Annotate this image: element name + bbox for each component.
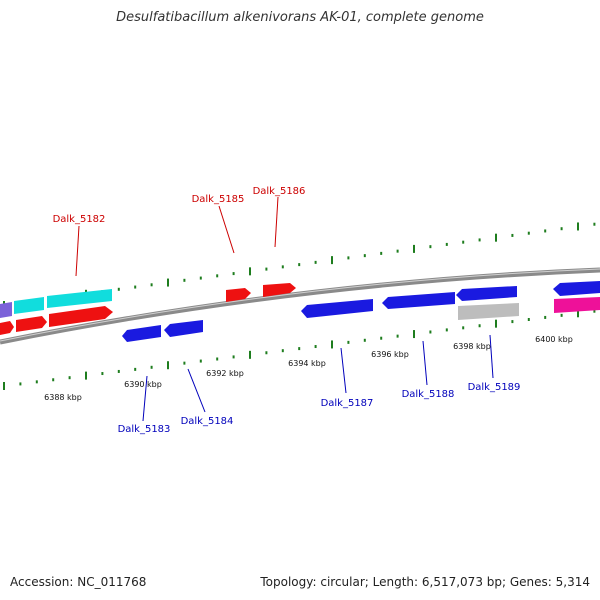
gene-arrow-blue[interactable] [382, 292, 455, 309]
scale-label-6400: 6400 kbp [535, 335, 573, 344]
gene-label-Dalk_5184[interactable]: Dalk_5184 [181, 368, 234, 427]
gene-arrow-blue[interactable] [553, 281, 600, 296]
scale-label-6394: 6394 kbp [288, 359, 326, 368]
genome-title: Desulfatibacillum alkenivorans AK-01, co… [116, 10, 484, 25]
gene-arrow-cyan[interactable] [47, 289, 112, 308]
gene-arrow-blue[interactable] [122, 325, 161, 342]
gene-label-text: Dalk_5182 [53, 214, 106, 225]
gene-label-Dalk_5185[interactable]: Dalk_5185 [192, 194, 245, 254]
scale-label-6388: 6388 kbp [44, 393, 82, 402]
gene-arrow-grey[interactable] [458, 303, 519, 320]
gene-label-Dalk_5187[interactable]: Dalk_5187 [321, 347, 374, 409]
genome-summary-text: Topology: circular; Length: 6,517,073 bp… [260, 575, 590, 589]
gene-arrow-magenta[interactable] [554, 297, 600, 313]
gene-arrow-red[interactable] [226, 288, 251, 302]
gene-label-text: Dalk_5186 [253, 186, 306, 197]
gene-arrow-red[interactable] [49, 306, 113, 327]
genome-backbone-highlight [0, 268, 600, 342]
gene-arrow-cyan[interactable] [14, 297, 44, 314]
scale-label-6398: 6398 kbp [453, 342, 491, 351]
tick-row-reverse [3, 309, 596, 390]
gene-arrow-blue[interactable] [456, 286, 517, 301]
genome-backbone [0, 267, 600, 345]
gene-label-text: Dalk_5188 [402, 389, 455, 400]
scale-label-6390: 6390 kbp [124, 380, 162, 389]
scale-label-6396: 6396 kbp [371, 350, 409, 359]
gene-arrow-red[interactable] [263, 283, 296, 297]
gene-label-text: Dalk_5187 [321, 398, 374, 409]
gene-label-Dalk_5188[interactable]: Dalk_5188 [402, 340, 455, 400]
gene-label-Dalk_5182[interactable]: Dalk_5182 [53, 214, 106, 277]
gene-arrow-blue[interactable] [164, 320, 203, 337]
gene-label-text: Dalk_5185 [192, 194, 245, 205]
gene-label-text: Dalk_5184 [181, 416, 234, 427]
gene-arrow-red[interactable] [16, 316, 47, 332]
gene-arrow-purple[interactable] [0, 302, 12, 318]
gene-arrow-blue[interactable] [301, 299, 373, 318]
gene-label-Dalk_5186[interactable]: Dalk_5186 [253, 186, 306, 248]
gene-label-text: Dalk_5189 [468, 382, 521, 393]
scale-label-6392: 6392 kbp [206, 369, 244, 378]
gene-track [0, 281, 600, 342]
gene-label-text: Dalk_5183 [118, 424, 171, 435]
gene-arrow-red[interactable] [0, 321, 14, 335]
gene-label-Dalk_5189[interactable]: Dalk_5189 [468, 334, 521, 393]
accession-text: Accession: NC_011768 [10, 575, 147, 589]
gene-label-Dalk_5183[interactable]: Dalk_5183 [118, 375, 171, 435]
